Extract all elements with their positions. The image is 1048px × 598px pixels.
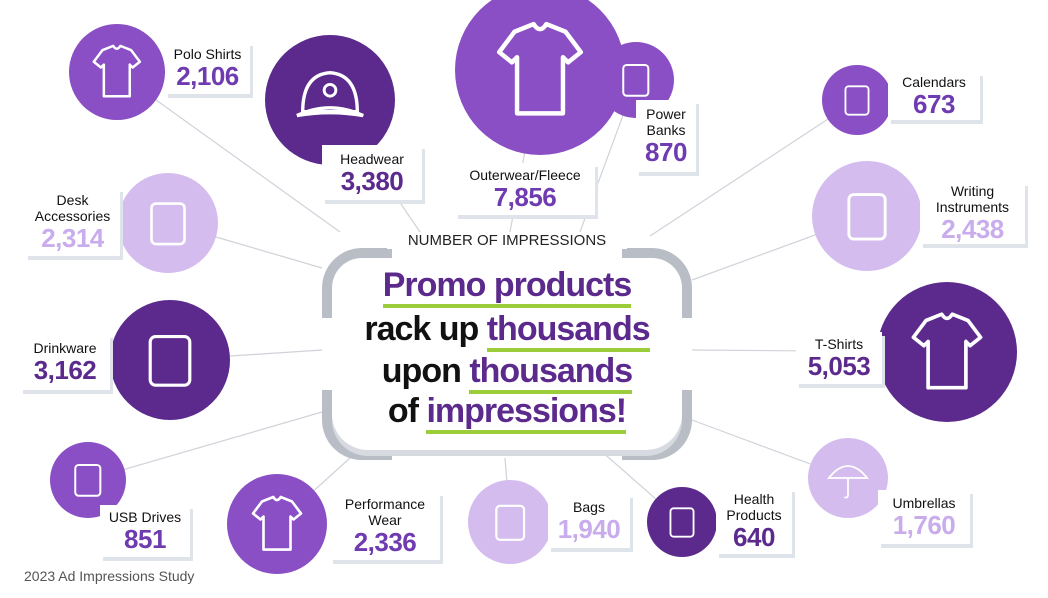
- connector-line: [87, 411, 323, 481]
- item-circle: [812, 161, 922, 271]
- item-label-box: Power Banks 870: [636, 100, 696, 172]
- usb-drive-icon: [74, 464, 102, 497]
- jacket-icon: [496, 21, 584, 116]
- item-label-box: Desk Accessories 2,314: [25, 188, 120, 256]
- item-circle: [877, 282, 1017, 422]
- item-name: Performance Wear: [344, 496, 426, 528]
- item-value: 2,438: [941, 214, 1004, 244]
- item-name: Power Banks: [646, 106, 686, 138]
- item-label-box: Umbrellas 1,760: [878, 490, 970, 544]
- footer-source: 2023 Ad Impressions Study: [24, 568, 195, 584]
- item-label-box: Outerwear/Fleece 7,856: [455, 163, 595, 215]
- polo-shirt-icon: [92, 44, 142, 98]
- item-label-box: Writing Instruments 2,438: [920, 182, 1025, 244]
- item-label-box: Bags 1,940: [548, 494, 630, 548]
- item-value: 673: [913, 89, 955, 119]
- item-circle: [455, 0, 625, 155]
- notebook-icon: [150, 202, 186, 246]
- item-name: Headwear: [340, 150, 404, 167]
- item-value: 7,856: [493, 182, 557, 212]
- item-circle: [468, 480, 552, 564]
- item-value: 2,106: [176, 61, 239, 91]
- item-circle: [69, 24, 165, 120]
- item-value: 3,162: [33, 355, 97, 385]
- headline-highlight: thousands: [486, 310, 651, 352]
- item-circle: [647, 487, 717, 557]
- travel-mug-icon: [148, 335, 192, 387]
- headline-line-2: rack up thousands: [322, 310, 692, 352]
- impressions-title: NUMBER OF IMPRESSIONS: [387, 232, 627, 249]
- bracket-bottom-right: [622, 390, 692, 460]
- item-name: Health Products: [726, 491, 782, 523]
- v-neck-shirt-icon: [251, 495, 303, 551]
- pencil-cup-icon: [847, 193, 887, 241]
- lotion-icon: [669, 507, 695, 538]
- connector-line: [649, 99, 858, 237]
- item-label-box: Polo Shirts 2,106: [165, 42, 250, 94]
- headline-highlight: thousands: [469, 352, 633, 394]
- item-name: USB Drives: [108, 509, 182, 525]
- item-name: Umbrellas: [892, 495, 956, 511]
- headline-line-1: Promo products: [322, 266, 692, 308]
- item-circle: [808, 438, 888, 518]
- center-card: [332, 258, 682, 450]
- item-value: 1,760: [892, 510, 956, 540]
- cap-icon: [296, 70, 364, 118]
- power-bank-icon: [622, 64, 650, 97]
- t-shirt-icon: [911, 312, 983, 390]
- headline-highlight: impressions!: [426, 392, 627, 434]
- item-label-box: Performance Wear 2,336: [330, 492, 440, 560]
- item-value: 851: [124, 524, 166, 554]
- item-value: 5,053: [807, 351, 871, 381]
- item-circle: [227, 474, 327, 574]
- item-circle: [118, 173, 218, 273]
- item-circle: [265, 35, 395, 165]
- item-name: Writing Instruments: [935, 183, 1010, 215]
- headline-text: rack up: [364, 310, 487, 348]
- item-value: 640: [733, 522, 775, 552]
- item-label-box: Drinkware 3,162: [20, 334, 110, 390]
- bracket-top-right: [622, 248, 692, 318]
- calendar-icon: [844, 85, 870, 116]
- item-circle: [822, 65, 892, 135]
- headline-line-3: upon thousands: [322, 352, 692, 394]
- headline-line-4: of impressions!: [322, 392, 692, 434]
- item-name: Bags: [573, 499, 605, 515]
- item-value: 3,380: [340, 165, 404, 196]
- item-circle: [110, 300, 230, 420]
- item-value: 1,940: [557, 514, 621, 544]
- item-value: 2,314: [41, 223, 104, 253]
- bracket-bottom-left: [322, 390, 392, 460]
- center-panel: NUMBER OF IMPRESSIONS Promo products rac…: [322, 232, 692, 460]
- bracket-top-left: [322, 248, 392, 318]
- item-name: Desk Accessories: [34, 192, 111, 224]
- item-label-box: Health Products 640: [716, 488, 792, 554]
- item-label-box: Headwear 3,380: [322, 145, 422, 200]
- item-label-box: USB Drives 851: [100, 505, 190, 557]
- headline-text: upon: [381, 352, 470, 390]
- item-name: Outerwear/Fleece: [469, 167, 581, 183]
- item-name: Drinkware: [33, 340, 97, 356]
- item-value: 2,336: [353, 527, 417, 557]
- headline-highlight: Promo products: [382, 266, 632, 308]
- item-name: Polo Shirts: [173, 46, 242, 62]
- item-value: 870: [645, 137, 687, 167]
- item-name: T-Shirts: [814, 336, 864, 352]
- bag-icon: [495, 504, 525, 541]
- item-label-box: Calendars 673: [888, 72, 980, 120]
- headline-text: of: [387, 392, 427, 430]
- item-label-box: T-Shirts 5,053: [796, 332, 882, 384]
- umbrella-icon: [826, 465, 870, 499]
- item-name: Calendars: [902, 74, 966, 90]
